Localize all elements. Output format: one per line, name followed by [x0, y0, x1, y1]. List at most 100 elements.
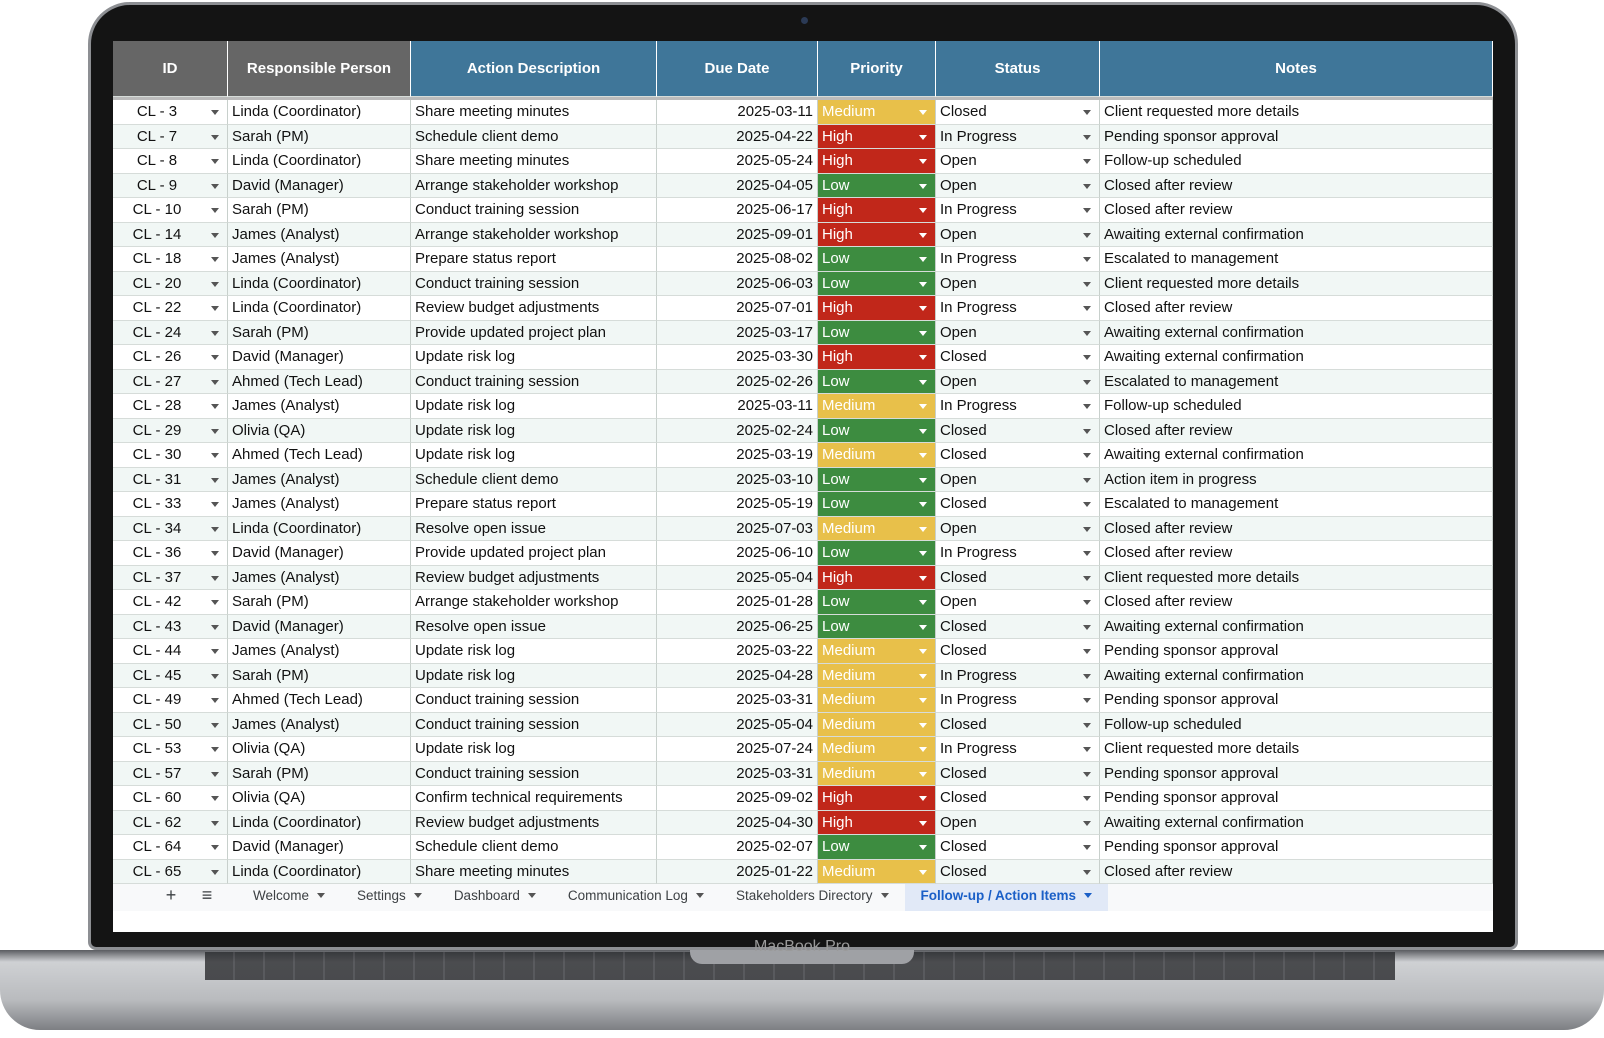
status-cell[interactable]: In Progress [936, 737, 1100, 762]
id-cell[interactable]: CL - 42 [113, 590, 228, 615]
priority-cell[interactable]: Low [818, 614, 936, 639]
id-cell[interactable]: CL - 30 [113, 443, 228, 468]
status-cell[interactable]: Closed [936, 614, 1100, 639]
priority-cell[interactable]: Low [818, 271, 936, 296]
status-cell[interactable]: Open [936, 222, 1100, 247]
priority-cell[interactable]: Low [818, 835, 936, 860]
id-cell[interactable]: CL - 45 [113, 663, 228, 688]
priority-cell[interactable]: High [818, 296, 936, 321]
status-cell[interactable]: Closed [936, 835, 1100, 860]
sheet-tab[interactable]: Follow-up / Action Items [904, 879, 1108, 911]
id-cell[interactable]: CL - 14 [113, 222, 228, 247]
priority-cell[interactable]: Medium [818, 737, 936, 762]
id-cell[interactable]: CL - 43 [113, 614, 228, 639]
id-cell[interactable]: CL - 18 [113, 247, 228, 272]
status-cell[interactable]: Closed [936, 761, 1100, 786]
priority-cell[interactable]: Medium [818, 516, 936, 541]
id-cell[interactable]: CL - 36 [113, 541, 228, 566]
id-cell[interactable]: CL - 64 [113, 835, 228, 860]
status-cell[interactable]: Closed [936, 492, 1100, 517]
id-cell[interactable]: CL - 7 [113, 124, 228, 149]
status-cell[interactable]: Open [936, 149, 1100, 174]
status-cell[interactable]: In Progress [936, 688, 1100, 713]
id-cell[interactable]: CL - 24 [113, 320, 228, 345]
id-cell[interactable]: CL - 22 [113, 296, 228, 321]
id-cell[interactable]: CL - 49 [113, 688, 228, 713]
status-cell[interactable]: Closed [936, 859, 1100, 884]
id-cell[interactable]: CL - 53 [113, 737, 228, 762]
priority-cell[interactable]: Medium [818, 712, 936, 737]
status-cell[interactable]: In Progress [936, 541, 1100, 566]
id-cell[interactable]: CL - 3 [113, 100, 228, 125]
priority-cell[interactable]: High [818, 565, 936, 590]
status-cell[interactable]: Closed [936, 100, 1100, 125]
status-cell[interactable]: In Progress [936, 296, 1100, 321]
priority-cell[interactable]: Medium [818, 639, 936, 664]
status-cell[interactable]: In Progress [936, 198, 1100, 223]
id-cell[interactable]: CL - 60 [113, 786, 228, 811]
priority-cell[interactable]: High [818, 345, 936, 370]
priority-cell[interactable]: Low [818, 541, 936, 566]
priority-cell[interactable]: High [818, 222, 936, 247]
status-cell[interactable]: Open [936, 810, 1100, 835]
all-sheets[interactable]: ≡ [201, 884, 213, 905]
priority-cell[interactable]: Medium [818, 443, 936, 468]
priority-cell[interactable]: Low [818, 590, 936, 615]
status-cell[interactable]: Closed [936, 443, 1100, 468]
status-cell[interactable]: In Progress [936, 394, 1100, 419]
id-cell[interactable]: CL - 20 [113, 271, 228, 296]
priority-cell[interactable]: High [818, 810, 936, 835]
priority-cell[interactable]: Low [818, 467, 936, 492]
priority-cell[interactable]: Medium [818, 859, 936, 884]
status-cell[interactable]: In Progress [936, 663, 1100, 688]
priority-cell[interactable]: High [818, 149, 936, 174]
sheet-tab[interactable]: Welcome [237, 879, 341, 911]
id-cell[interactable]: CL - 57 [113, 761, 228, 786]
sheet-tab[interactable]: Dashboard [438, 879, 552, 911]
id-cell[interactable]: CL - 34 [113, 516, 228, 541]
priority-cell[interactable]: Medium [818, 688, 936, 713]
priority-cell[interactable]: High [818, 124, 936, 149]
sheet-tab[interactable]: Communication Log [552, 879, 720, 911]
status-cell[interactable]: Closed [936, 565, 1100, 590]
id-cell[interactable]: CL - 65 [113, 859, 228, 884]
priority-cell[interactable]: Low [818, 247, 936, 272]
status-cell[interactable]: In Progress [936, 124, 1100, 149]
status-cell[interactable]: Open [936, 271, 1100, 296]
priority-cell[interactable]: Low [818, 173, 936, 198]
id-cell[interactable]: CL - 33 [113, 492, 228, 517]
status-cell[interactable]: Closed [936, 345, 1100, 370]
status-cell[interactable]: Open [936, 516, 1100, 541]
id-cell[interactable]: CL - 62 [113, 810, 228, 835]
priority-cell[interactable]: Medium [818, 100, 936, 125]
id-cell[interactable]: CL - 28 [113, 394, 228, 419]
id-cell[interactable]: CL - 44 [113, 639, 228, 664]
status-cell[interactable]: Open [936, 320, 1100, 345]
priority-cell[interactable]: Low [818, 369, 936, 394]
status-cell[interactable]: Open [936, 467, 1100, 492]
id-cell[interactable]: CL - 31 [113, 467, 228, 492]
status-cell[interactable]: In Progress [936, 247, 1100, 272]
priority-cell[interactable]: Medium [818, 663, 936, 688]
id-cell[interactable]: CL - 26 [113, 345, 228, 370]
priority-cell[interactable]: Low [818, 418, 936, 443]
id-cell[interactable]: CL - 37 [113, 565, 228, 590]
sheet-tab[interactable]: Stakeholders Directory [720, 879, 905, 911]
priority-cell[interactable]: Medium [818, 394, 936, 419]
id-cell[interactable]: CL - 29 [113, 418, 228, 443]
status-cell[interactable]: Closed [936, 786, 1100, 811]
status-cell[interactable]: Closed [936, 639, 1100, 664]
status-cell[interactable]: Open [936, 590, 1100, 615]
priority-cell[interactable]: High [818, 198, 936, 223]
status-cell[interactable]: Open [936, 369, 1100, 394]
sheet-tab[interactable]: Settings [341, 879, 438, 911]
add-sheet[interactable]: + [165, 884, 177, 905]
priority-cell[interactable]: Low [818, 320, 936, 345]
id-cell[interactable]: CL - 8 [113, 149, 228, 174]
id-cell[interactable]: CL - 50 [113, 712, 228, 737]
priority-cell[interactable]: Medium [818, 761, 936, 786]
status-cell[interactable]: Closed [936, 418, 1100, 443]
status-cell[interactable]: Open [936, 173, 1100, 198]
id-cell[interactable]: CL - 27 [113, 369, 228, 394]
status-cell[interactable]: Closed [936, 712, 1100, 737]
